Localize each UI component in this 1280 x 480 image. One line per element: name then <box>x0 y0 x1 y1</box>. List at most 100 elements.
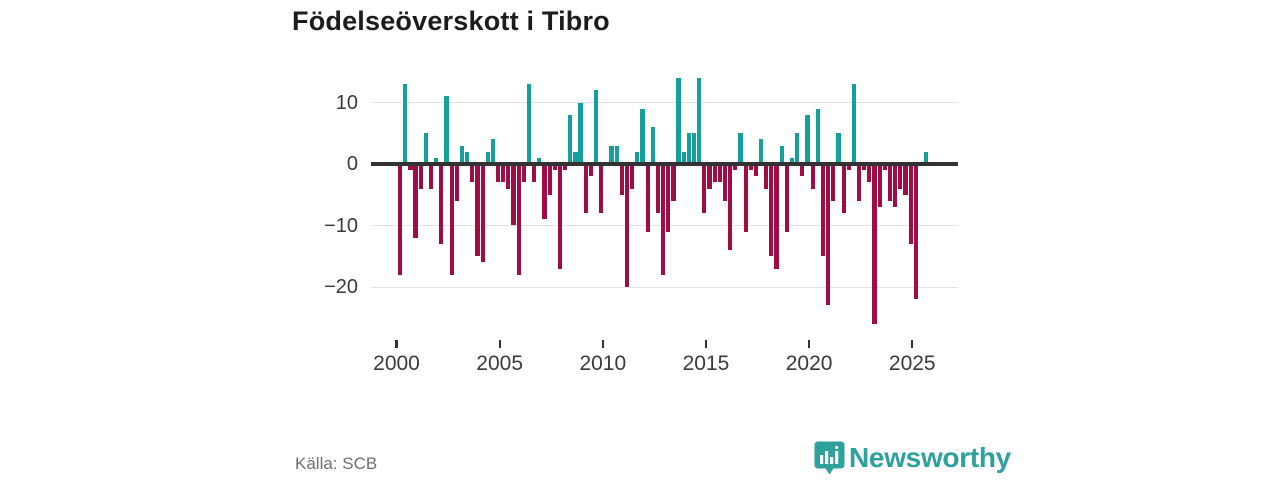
x-tick-label-2025: 2025 <box>888 352 936 375</box>
bar-2017Q4 <box>764 165 769 189</box>
bar-2009Q2 <box>588 165 593 177</box>
bar-2013Q1 <box>666 165 671 232</box>
bar-2006Q1 <box>521 165 526 183</box>
bar-2024Q1 <box>893 165 898 208</box>
bar-2024Q4 <box>908 165 913 244</box>
bar-2016Q2 <box>733 165 738 171</box>
bar-2001Q4 <box>434 157 439 163</box>
bar-2002Q4 <box>454 165 459 201</box>
bar-2013Q4 <box>681 151 686 163</box>
bar-2004Q2 <box>485 151 490 163</box>
bar-2007Q1 <box>542 165 547 220</box>
bar-2010Q2 <box>609 145 614 163</box>
bar-2006Q3 <box>532 165 537 183</box>
bar-2002Q1 <box>439 165 444 244</box>
bar-2022Q1 <box>851 84 856 163</box>
x-tick-label-2010: 2010 <box>579 352 627 375</box>
newsworthy-logo-icon <box>814 441 845 480</box>
bar-2020Q4 <box>826 165 831 306</box>
bar-2015Q3 <box>717 165 722 183</box>
bar-2001Q3 <box>428 165 434 189</box>
y-tick-label-0: 0 <box>346 153 358 175</box>
bar-2004Q3 <box>490 139 495 163</box>
bar-2024Q2 <box>898 165 903 189</box>
bar-2011Q3 <box>635 151 640 163</box>
bar-2007Q2 <box>547 165 552 195</box>
x-tick-label-2015: 2015 <box>682 352 730 375</box>
bar-2015Q1 <box>707 165 712 189</box>
x-tick-mark-2020 <box>808 340 811 348</box>
bar-2004Q4 <box>495 165 501 183</box>
bar-2014Q1 <box>686 133 691 163</box>
bar-2012Q2 <box>650 127 655 163</box>
brand-name: Newsworthy <box>849 442 1011 473</box>
bar-2012Q3 <box>655 165 661 214</box>
bar-2015Q2 <box>712 165 717 183</box>
y-tick-label--20: −20 <box>324 276 358 298</box>
bar-2008Q3 <box>573 151 578 163</box>
bar-2016Q1 <box>728 165 733 251</box>
bar-2020Q3 <box>820 165 826 257</box>
bar-2006Q2 <box>526 84 532 163</box>
bar-2011Q2 <box>630 165 635 189</box>
bar-2003Q4 <box>475 165 480 257</box>
bar-2023Q4 <box>887 165 893 201</box>
bar-2019Q4 <box>805 114 810 163</box>
bar-2025Q3 <box>924 151 929 163</box>
bar-2007Q3 <box>552 165 557 171</box>
bar-2011Q4 <box>640 108 645 163</box>
bar-2016Q3 <box>738 133 743 163</box>
bar-2000Q2 <box>403 84 408 163</box>
bar-2023Q1 <box>872 165 877 324</box>
bar-2013Q2 <box>671 165 676 201</box>
source-note: Källa: SCB <box>295 454 378 473</box>
bar-2014Q3 <box>697 77 702 163</box>
x-tick-mark-2000 <box>395 340 398 348</box>
bar-2019Q2 <box>795 133 800 163</box>
gridline-y--20 <box>371 286 958 288</box>
bar-2005Q2 <box>506 165 511 189</box>
gridline-y-10 <box>371 102 958 103</box>
bar-2009Q4 <box>599 165 604 214</box>
bar-2014Q4 <box>702 165 707 214</box>
chart-title: Födelseöverskott i Tibro <box>292 6 610 36</box>
bar-2022Q2 <box>856 165 862 201</box>
y-tick-label--10: −10 <box>324 214 358 237</box>
bar-2024Q3 <box>903 165 908 195</box>
bar-2021Q2 <box>836 133 841 163</box>
bar-2002Q2 <box>444 96 449 163</box>
bar-2004Q1 <box>480 165 485 263</box>
bar-2010Q4 <box>619 165 624 195</box>
bar-2001Q2 <box>423 133 428 163</box>
bar-2014Q2 <box>691 133 697 163</box>
logo-bubble-shape <box>814 441 845 475</box>
zero-axis-line <box>371 162 958 166</box>
bar-2021Q4 <box>846 165 851 171</box>
x-tick-label-2020: 2020 <box>785 352 833 375</box>
bar-2000Q3 <box>408 165 413 171</box>
bar-2020Q2 <box>815 108 820 163</box>
bar-2003Q1 <box>459 145 465 163</box>
bar-2023Q3 <box>882 165 887 171</box>
bar-2003Q2 <box>465 151 470 163</box>
bar-2005Q1 <box>501 165 506 183</box>
bar-2021Q1 <box>831 165 836 201</box>
bar-2008Q4 <box>578 102 583 163</box>
x-tick-label-2000: 2000 <box>373 352 420 375</box>
bar-2013Q3 <box>676 77 681 163</box>
bar-2023Q2 <box>877 165 882 208</box>
bar-2018Q2 <box>774 165 779 269</box>
x-tick-mark-2015 <box>704 340 708 348</box>
bar-2009Q1 <box>583 165 588 214</box>
y-tick-label-10: 10 <box>335 91 358 114</box>
bar-2003Q3 <box>470 165 475 183</box>
bar-2008Q1 <box>563 165 568 171</box>
bar-2007Q4 <box>557 165 563 269</box>
bar-2021Q3 <box>841 165 846 214</box>
bar-2018Q4 <box>784 165 789 232</box>
bar-2000Q4 <box>413 165 418 238</box>
bar-2016Q4 <box>743 165 748 232</box>
bar-2019Q3 <box>800 165 805 177</box>
bar-2005Q3 <box>511 165 516 226</box>
